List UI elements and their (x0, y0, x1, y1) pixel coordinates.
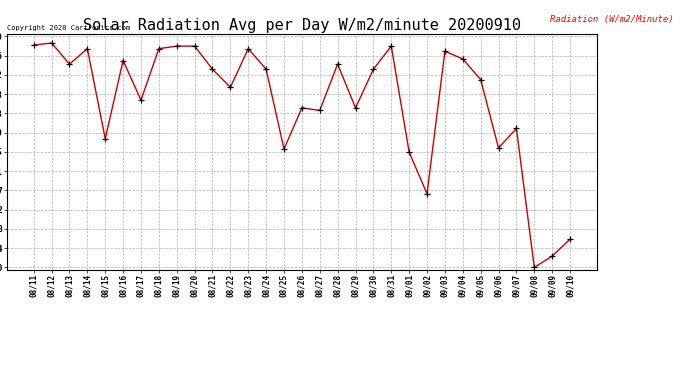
Title: Solar Radiation Avg per Day W/m2/minute 20200910: Solar Radiation Avg per Day W/m2/minute … (83, 18, 521, 33)
Text: Copyright 2020 Cartronics.com: Copyright 2020 Cartronics.com (8, 26, 130, 32)
Text: Radiation (W/m2/Minute): Radiation (W/m2/Minute) (550, 15, 673, 24)
